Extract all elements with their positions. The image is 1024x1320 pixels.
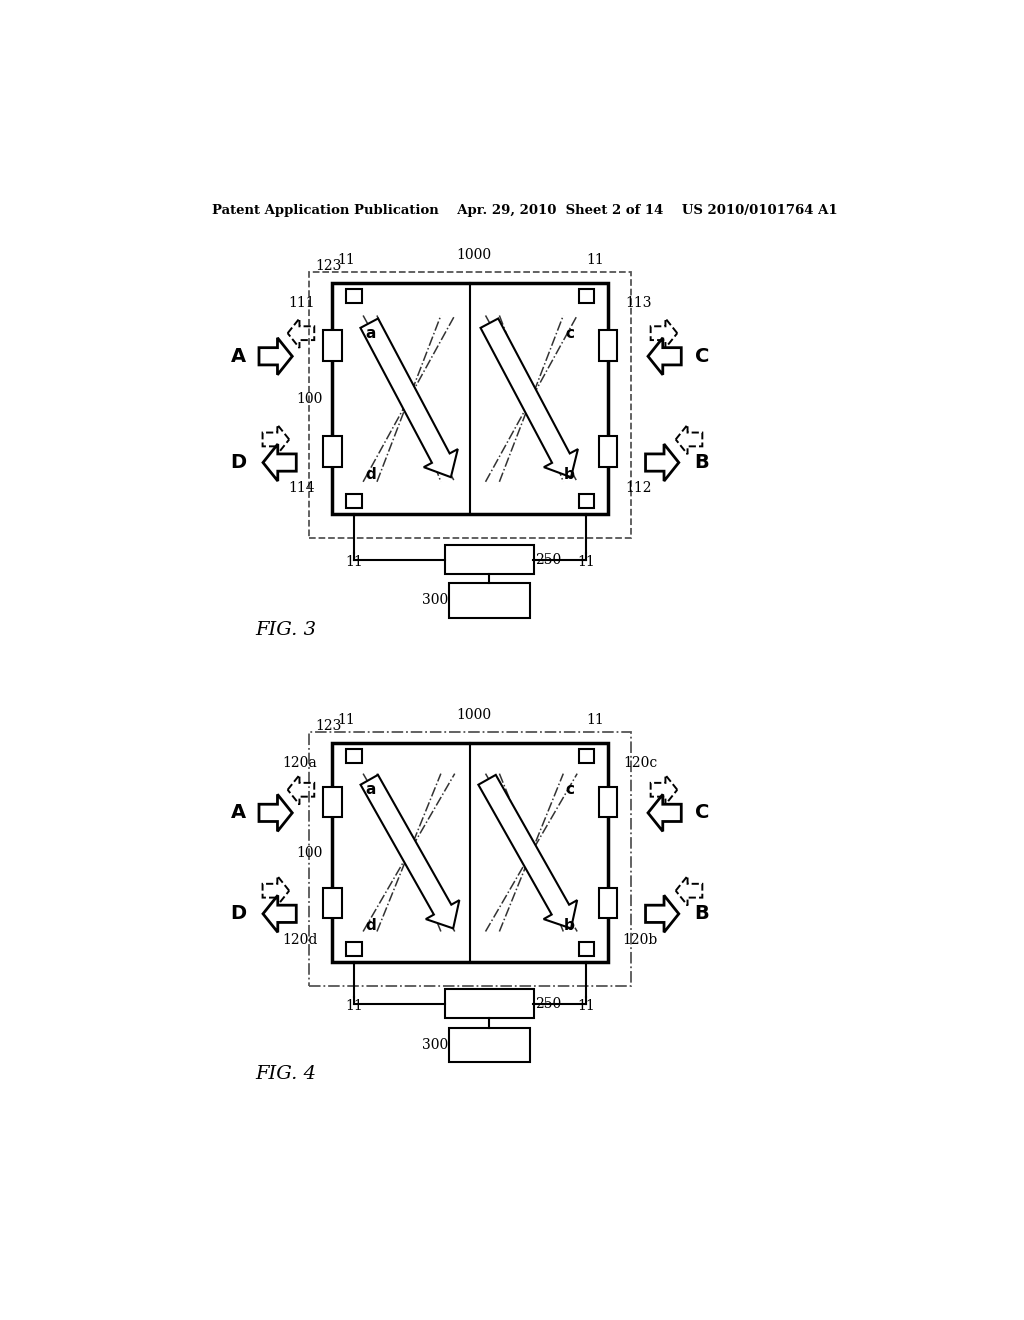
Text: c: c <box>565 326 574 341</box>
Bar <box>579 494 594 508</box>
Text: c: c <box>565 781 574 796</box>
Text: 11: 11 <box>337 713 355 727</box>
Text: 1000: 1000 <box>457 248 492 263</box>
Text: 120b: 120b <box>623 933 658 946</box>
Bar <box>450 583 530 618</box>
Bar <box>333 284 608 515</box>
Text: 100: 100 <box>296 846 323 859</box>
Bar <box>346 494 361 508</box>
Text: FIG. 3: FIG. 3 <box>255 620 316 639</box>
Text: 1000: 1000 <box>457 708 492 722</box>
Bar <box>445 545 535 574</box>
Bar <box>323 437 342 467</box>
Text: A: A <box>230 804 246 822</box>
Text: D: D <box>230 904 247 923</box>
Polygon shape <box>648 338 681 375</box>
Bar <box>336 747 604 958</box>
Bar <box>346 289 361 304</box>
Bar <box>346 942 361 956</box>
Text: 250: 250 <box>536 997 562 1011</box>
Text: 123: 123 <box>315 719 342 733</box>
Text: 111: 111 <box>288 296 314 310</box>
Polygon shape <box>259 795 292 832</box>
Text: 300: 300 <box>422 594 449 607</box>
Text: 114: 114 <box>288 480 314 495</box>
Text: 120a: 120a <box>283 756 317 770</box>
Bar <box>599 330 617 360</box>
Text: B: B <box>694 904 710 923</box>
Polygon shape <box>645 444 679 480</box>
Text: a: a <box>366 781 376 796</box>
Text: 11: 11 <box>587 713 604 727</box>
Text: 120d: 120d <box>283 933 317 946</box>
Polygon shape <box>263 444 296 480</box>
Bar <box>346 748 361 763</box>
Bar <box>450 1028 530 1063</box>
Text: 11: 11 <box>578 999 595 1014</box>
Text: 11: 11 <box>345 999 362 1014</box>
Bar <box>579 289 594 304</box>
Bar <box>599 787 617 817</box>
Text: 120c: 120c <box>624 756 657 770</box>
Text: C: C <box>694 347 709 366</box>
Text: 11: 11 <box>587 253 604 267</box>
Text: C: C <box>694 804 709 822</box>
Text: 112: 112 <box>626 480 652 495</box>
Text: a: a <box>366 326 376 341</box>
Bar <box>445 989 535 1019</box>
Text: 113: 113 <box>626 296 652 310</box>
Bar <box>323 887 342 919</box>
Bar <box>579 748 594 763</box>
Text: d: d <box>366 917 376 933</box>
Bar <box>579 942 594 956</box>
Polygon shape <box>259 338 292 375</box>
Bar <box>323 787 342 817</box>
Polygon shape <box>645 895 679 932</box>
Bar <box>309 272 631 539</box>
Text: 250: 250 <box>536 553 562 566</box>
Bar <box>309 733 631 986</box>
Text: 123: 123 <box>315 259 342 273</box>
Bar <box>323 330 342 360</box>
Polygon shape <box>480 318 578 478</box>
Polygon shape <box>360 318 458 478</box>
Text: d: d <box>366 466 376 482</box>
Text: 100: 100 <box>296 392 323 405</box>
Text: A: A <box>230 347 246 366</box>
Bar <box>599 887 617 919</box>
Polygon shape <box>478 775 578 928</box>
Text: 300: 300 <box>422 1038 449 1052</box>
Polygon shape <box>263 895 296 932</box>
Text: D: D <box>230 453 247 473</box>
Bar <box>333 743 608 962</box>
Text: B: B <box>694 453 710 473</box>
Polygon shape <box>648 795 681 832</box>
Bar <box>599 437 617 467</box>
Text: b: b <box>564 917 574 933</box>
Text: 11: 11 <box>578 554 595 569</box>
Text: 11: 11 <box>337 253 355 267</box>
Text: FIG. 4: FIG. 4 <box>255 1065 316 1082</box>
Polygon shape <box>360 775 460 928</box>
Bar <box>336 286 604 511</box>
Text: b: b <box>564 466 574 482</box>
Text: 11: 11 <box>345 554 362 569</box>
Text: Patent Application Publication    Apr. 29, 2010  Sheet 2 of 14    US 2010/010176: Patent Application Publication Apr. 29, … <box>212 205 838 218</box>
